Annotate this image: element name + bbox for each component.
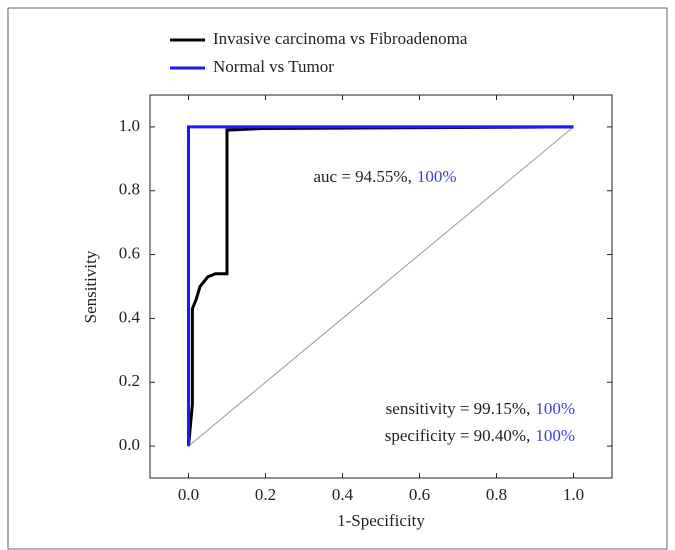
x-axis-label: 1-Specificity	[337, 511, 425, 530]
legend-label: Invasive carcinoma vs Fibroadenoma	[213, 29, 468, 48]
y-tick-label: 0.6	[119, 243, 140, 262]
x-tick-label: 0.2	[255, 485, 276, 504]
reference-line	[188, 126, 574, 447]
annotation-part: 100%	[417, 167, 457, 186]
annotation: specificity = 90.40%, 100%	[385, 426, 575, 445]
x-tick-label: 0.4	[332, 485, 354, 504]
annotation-part: auc = 94.55%,	[313, 167, 411, 186]
annotation: sensitivity = 99.15%, 100%	[386, 399, 575, 418]
y-tick-label: 0.4	[119, 307, 141, 326]
x-tick-label: 0.8	[486, 485, 507, 504]
annotation-part: 100%	[535, 399, 575, 418]
annotation-part: 100%	[535, 426, 575, 445]
y-tick-label: 1.0	[119, 116, 140, 135]
y-tick-label: 0.2	[119, 371, 140, 390]
x-tick-label: 0.0	[178, 485, 199, 504]
roc-curve	[187, 125, 574, 447]
y-axis-label: Sensitivity	[81, 250, 100, 323]
annotation-part: sensitivity = 99.15%,	[386, 399, 531, 418]
annotation-part: specificity = 90.40%,	[385, 426, 531, 445]
plot-area	[149, 94, 613, 479]
x-tick-label: 1.0	[563, 485, 584, 504]
y-tick-label: 0.0	[119, 435, 140, 454]
x-tick-label: 0.6	[409, 485, 430, 504]
legend-label: Normal vs Tumor	[213, 57, 334, 76]
roc-curve	[187, 125, 574, 447]
annotation: auc = 94.55%, 100%	[313, 167, 456, 186]
frame	[7, 7, 668, 550]
y-tick-label: 0.8	[119, 180, 140, 199]
